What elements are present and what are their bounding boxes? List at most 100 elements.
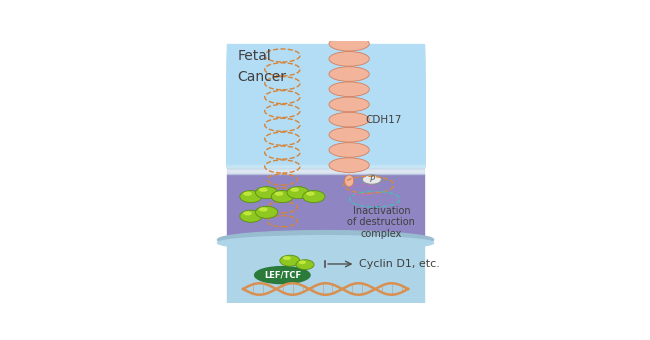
Bar	[227, 76, 424, 162]
Bar	[227, 158, 424, 165]
Ellipse shape	[329, 67, 369, 81]
Bar	[227, 160, 424, 167]
Bar	[227, 160, 424, 167]
Ellipse shape	[244, 192, 251, 195]
Bar	[227, 165, 424, 168]
Bar	[227, 160, 424, 167]
Bar	[227, 88, 424, 163]
Bar	[227, 159, 424, 166]
Bar	[227, 110, 424, 163]
Bar	[227, 104, 424, 163]
Bar	[227, 123, 424, 164]
Text: P: P	[369, 175, 374, 184]
Ellipse shape	[287, 187, 309, 199]
Bar	[227, 101, 424, 163]
Ellipse shape	[283, 257, 290, 259]
Bar	[227, 149, 424, 164]
Bar	[227, 161, 424, 168]
Bar	[227, 161, 424, 167]
Bar	[227, 160, 424, 166]
Bar	[227, 44, 424, 162]
Bar	[227, 146, 424, 164]
Bar	[227, 120, 424, 164]
Ellipse shape	[291, 188, 298, 191]
Bar	[227, 240, 424, 303]
Bar	[227, 161, 424, 168]
Bar	[227, 95, 424, 163]
Bar	[227, 160, 424, 167]
Bar	[227, 155, 424, 164]
Ellipse shape	[300, 261, 306, 264]
Ellipse shape	[303, 190, 325, 203]
Bar	[227, 160, 424, 167]
Bar	[227, 159, 424, 166]
Bar	[227, 139, 424, 164]
Text: Cancer: Cancer	[237, 70, 287, 84]
Bar	[227, 160, 424, 167]
Bar	[227, 159, 424, 166]
Bar	[227, 159, 424, 165]
Bar	[227, 117, 424, 163]
Bar	[227, 161, 424, 168]
Bar	[227, 161, 424, 168]
Ellipse shape	[329, 82, 369, 97]
Ellipse shape	[329, 128, 369, 142]
Bar	[227, 136, 424, 164]
Bar	[227, 159, 424, 166]
Text: Inactivation
of destruction
complex: Inactivation of destruction complex	[348, 206, 415, 239]
Ellipse shape	[329, 158, 369, 172]
Bar	[227, 160, 424, 167]
Bar	[227, 159, 424, 166]
Bar	[227, 159, 424, 165]
Bar	[227, 158, 424, 165]
Bar	[227, 168, 424, 174]
Ellipse shape	[362, 175, 382, 184]
Bar	[227, 72, 424, 162]
Ellipse shape	[240, 210, 262, 222]
Bar	[227, 152, 424, 164]
Bar	[227, 159, 424, 166]
Bar	[227, 82, 424, 163]
Bar	[227, 142, 424, 164]
Ellipse shape	[218, 231, 434, 249]
Bar	[227, 158, 424, 165]
Bar	[227, 53, 424, 162]
Bar	[227, 85, 424, 163]
Ellipse shape	[260, 188, 267, 191]
Bar	[227, 160, 424, 166]
Ellipse shape	[280, 255, 300, 266]
Text: LEF/TCF: LEF/TCF	[264, 271, 301, 279]
Bar	[227, 60, 424, 162]
Bar	[227, 158, 424, 164]
Bar	[227, 158, 424, 165]
Bar	[227, 114, 424, 163]
Ellipse shape	[276, 192, 283, 195]
Ellipse shape	[218, 236, 434, 250]
Bar	[227, 159, 424, 166]
Bar	[227, 158, 424, 165]
Ellipse shape	[329, 112, 369, 127]
Bar	[227, 130, 424, 164]
Bar	[227, 161, 424, 167]
Bar	[227, 159, 424, 166]
Ellipse shape	[255, 187, 278, 199]
Ellipse shape	[244, 212, 251, 215]
Bar	[227, 47, 424, 162]
Ellipse shape	[307, 192, 314, 195]
Bar	[227, 158, 424, 165]
Ellipse shape	[260, 208, 267, 211]
Ellipse shape	[329, 97, 369, 112]
Ellipse shape	[271, 190, 293, 203]
Bar	[227, 107, 424, 163]
Text: Fetal: Fetal	[237, 49, 271, 63]
Text: Cyclin D1, etc.: Cyclin D1, etc.	[359, 259, 440, 269]
Bar	[227, 160, 424, 166]
Bar	[227, 160, 424, 167]
Bar	[227, 63, 424, 162]
Bar	[227, 133, 424, 164]
Ellipse shape	[344, 175, 354, 187]
Ellipse shape	[255, 267, 310, 284]
Bar	[227, 160, 424, 166]
Bar	[227, 161, 424, 167]
Bar	[227, 57, 424, 162]
